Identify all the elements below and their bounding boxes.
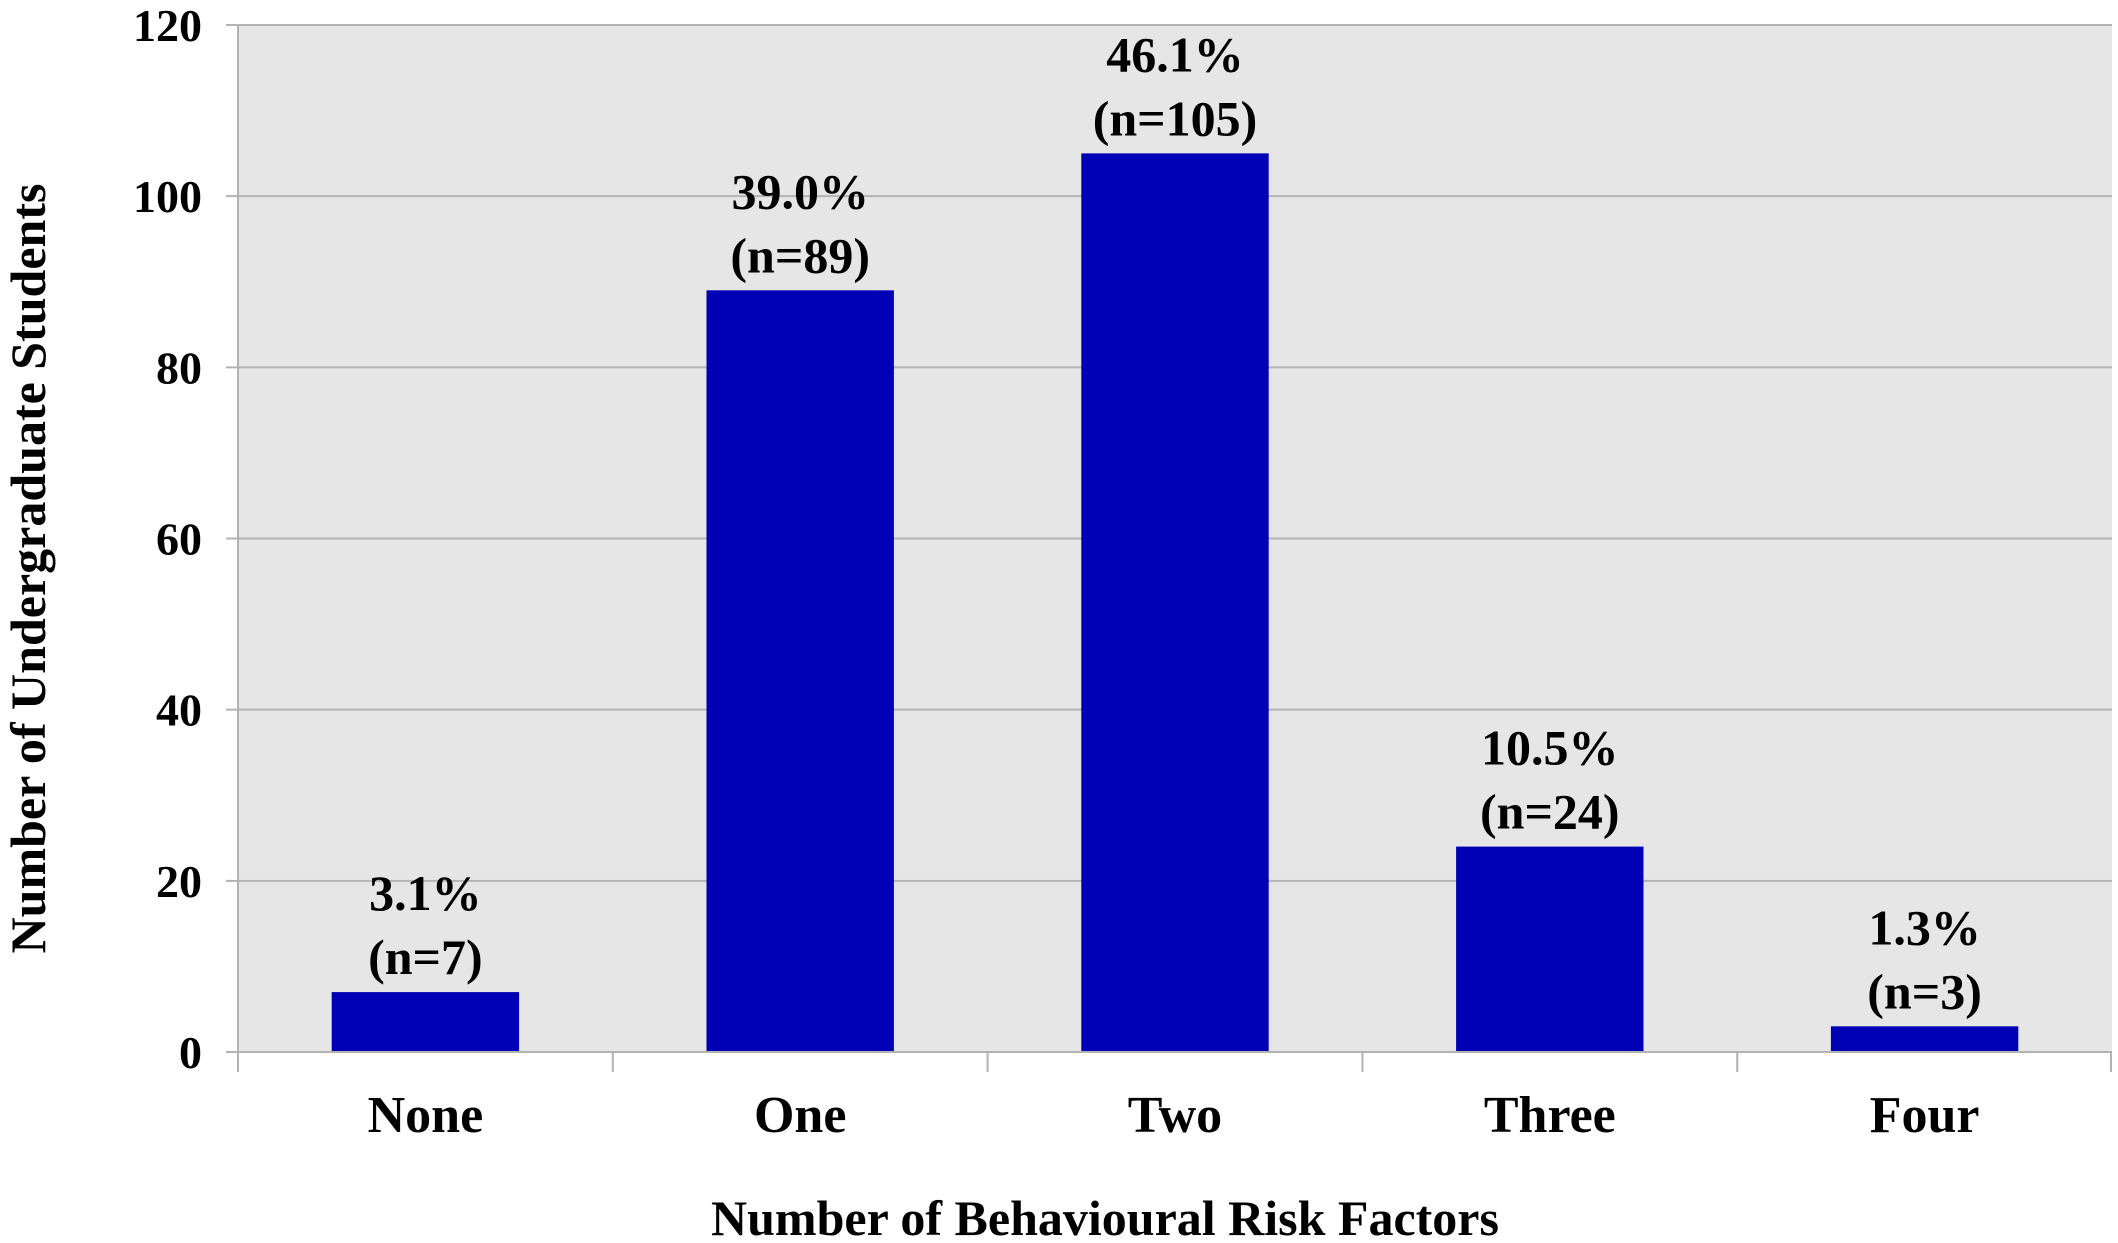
x-tick-label: Four <box>1870 1087 1980 1144</box>
bar-three <box>1456 846 1644 1052</box>
y-tick-label: 40 <box>156 685 202 736</box>
x-axis-title: Number of Behavioural Risk Factors <box>711 1190 1499 1243</box>
bar-none <box>331 992 520 1052</box>
y-tick-label: 20 <box>156 856 202 907</box>
data-labels: 3.1% (n=7) 39.0% (n=89) 46.1% (n=105) 10.5% (n=… <box>368 26 1982 1019</box>
data-label-count: (n=89) <box>730 227 870 283</box>
data-label-count: (n=24) <box>1480 784 1620 840</box>
bar-four <box>1830 1026 2019 1052</box>
y-tick-label: 120 <box>133 0 202 51</box>
data-label-percent: 3.1% <box>369 865 482 921</box>
data-label-percent: 39.0% <box>731 163 869 219</box>
data-label-percent: 1.3% <box>1868 899 1981 955</box>
y-axis-title: Number of Undergraduate Students <box>0 184 56 954</box>
bar-one <box>706 290 894 1052</box>
y-tick-label: 100 <box>133 171 202 222</box>
y-tick-label: 60 <box>156 514 202 565</box>
y-tick-label: 80 <box>156 342 202 393</box>
y-tick-labels: 0 20 40 60 80 100 120 <box>133 0 202 1078</box>
bar-two <box>1081 153 1269 1052</box>
x-tick-label: None <box>368 1087 484 1144</box>
x-tick-label: Three <box>1484 1087 1616 1144</box>
x-tick-labels: None One Two Three Four <box>368 1087 1980 1144</box>
data-label-percent: 10.5% <box>1481 720 1619 776</box>
x-tick-label: Two <box>1128 1087 1222 1144</box>
bars <box>331 153 2019 1052</box>
data-label-percent: 46.1% <box>1106 26 1244 82</box>
y-tick-label: 0 <box>179 1027 202 1078</box>
x-tick-label: One <box>754 1087 846 1144</box>
data-label-count: (n=3) <box>1867 963 1982 1019</box>
data-label-count: (n=7) <box>368 929 483 985</box>
axes <box>237 25 2112 1072</box>
data-label-count: (n=105) <box>1093 90 1258 146</box>
